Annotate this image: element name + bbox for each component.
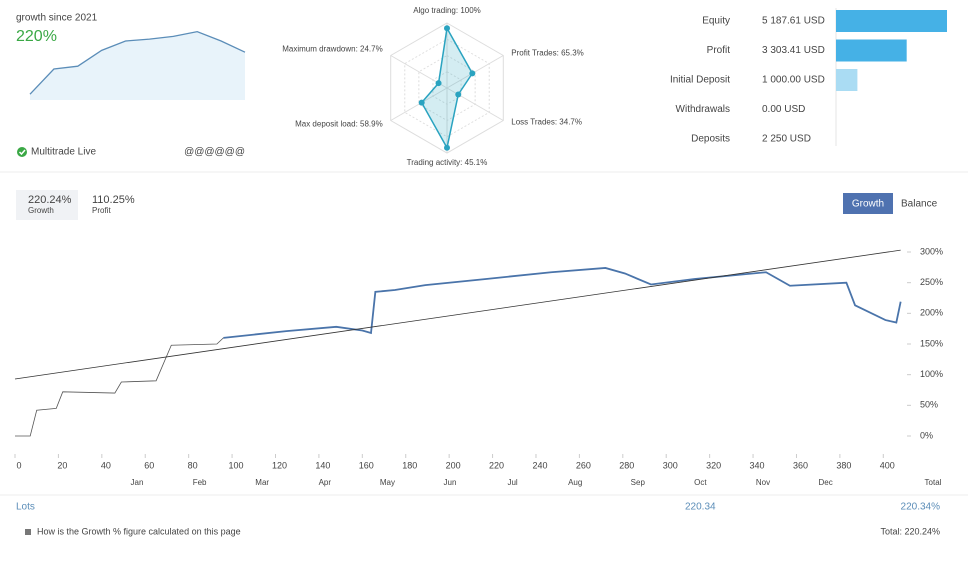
footer-cell: 220.34% [901, 502, 941, 513]
y-tick-label: 250% [920, 277, 943, 287]
radar-point [469, 70, 476, 77]
footer-cell: Lots [16, 502, 35, 513]
footer-note[interactable]: How is the Growth % figure calculated on… [37, 526, 241, 536]
x-tick-label: 320 [706, 460, 721, 470]
balance-value: 5 187.61 USD [762, 16, 825, 27]
check [18, 149, 26, 156]
x-tick-label: 240 [532, 460, 547, 470]
balance-bar [836, 39, 907, 62]
month-label: Nov [756, 478, 770, 487]
balance-label: Withdrawals [676, 104, 730, 115]
account-name: Multitrade Live [31, 147, 96, 158]
month-label: Oct [694, 478, 707, 487]
balance-bar [836, 10, 947, 32]
balance-value: 2 250 USD [762, 134, 811, 145]
radar-label: Profit Trades: 65.3% [511, 49, 583, 58]
x-tick-label: 0 [16, 460, 21, 470]
radar-point [444, 25, 450, 32]
x-tick-label: 160 [359, 460, 374, 470]
radar-shape [420, 25, 474, 150]
x-tick-label: 100 [229, 460, 244, 470]
line-series [15, 337, 224, 437]
month-label: Mar [255, 478, 269, 487]
x-tick-label: 20 [57, 460, 67, 470]
footer-total: Total: 220.24% [880, 526, 940, 536]
button-balance[interactable]: Balance [901, 199, 938, 210]
growth-label: growth since 2021 [16, 13, 98, 24]
radar-label: Loss Trades: 34.7% [511, 118, 582, 127]
tab-active[interactable] [16, 190, 78, 220]
sparkline-area [30, 31, 245, 101]
y-tick-label: 300% [920, 246, 943, 256]
sparkline [29, 30, 246, 95]
month-label: Total [925, 478, 942, 487]
account-handle: @@@@@@ [184, 147, 245, 158]
radar-point [418, 99, 425, 106]
tab-value[interactable]: 220.24% [28, 194, 72, 206]
x-tick-label: 40 [101, 460, 111, 470]
button-bg[interactable] [843, 193, 893, 214]
balance-label: Initial Deposit [670, 75, 730, 86]
month-label: Jul [507, 478, 517, 487]
x-tick-label: 280 [619, 460, 634, 470]
radar-label: Trading activity: 45.1% [407, 158, 488, 167]
month-label: May [380, 478, 395, 487]
radar-spoke [446, 55, 504, 89]
line-series [14, 249, 901, 380]
y-tick-label: 0% [920, 430, 933, 440]
balance-value: 0.00 USD [762, 104, 805, 115]
radar-label: Max deposit load: 58.9% [295, 120, 383, 129]
radar-point [455, 91, 462, 98]
x-tick-label: 340 [750, 460, 765, 470]
verified-icon [17, 147, 27, 157]
balance-value: 1 000.00 USD [762, 75, 825, 86]
x-tick-label: 300 [663, 460, 678, 470]
radar-label: Algo trading: 100% [413, 6, 481, 15]
x-tick-label: 200 [446, 460, 461, 470]
radar-label: Maximum drawdown: 24.7% [282, 45, 382, 54]
tab-label[interactable]: Profit [92, 206, 111, 215]
month-label: Jan [131, 478, 144, 487]
month-label: Apr [319, 478, 332, 487]
y-tick-label: 150% [920, 338, 943, 348]
month-label: Dec [818, 478, 832, 487]
y-tick-label: 50% [920, 400, 938, 410]
x-tick-label: 80 [188, 460, 198, 470]
x-tick-label: 380 [836, 460, 851, 470]
month-label: Sep [631, 478, 646, 487]
balance-label: Profit [707, 45, 731, 56]
footer-cell: 220.34 [685, 502, 716, 513]
x-tick-label: 60 [144, 460, 154, 470]
y-tick-label: 100% [920, 369, 943, 379]
info-icon [25, 529, 31, 535]
month-label: Aug [568, 478, 582, 487]
month-label: Jun [444, 478, 457, 487]
tab-value[interactable]: 110.25% [92, 194, 135, 206]
tab-label[interactable]: Growth [28, 206, 54, 215]
balance-label: Equity [702, 16, 730, 27]
growth-value: 220% [16, 28, 57, 45]
balance-label: Deposits [691, 134, 730, 145]
month-label: Feb [193, 478, 207, 487]
x-tick-label: 220 [489, 460, 504, 470]
balance-bar [836, 69, 858, 91]
balance-value: 3 303.41 USD [762, 45, 825, 56]
x-tick-label: 400 [880, 460, 895, 470]
x-tick-label: 180 [402, 460, 417, 470]
radar-point [444, 144, 450, 151]
x-tick-label: 260 [576, 460, 591, 470]
radar-point [435, 80, 442, 87]
radar-spoke [390, 87, 448, 121]
x-tick-label: 120 [272, 460, 287, 470]
y-tick-label: 200% [920, 308, 943, 318]
button-growth[interactable]: Growth [852, 199, 884, 210]
x-tick-label: 360 [793, 460, 808, 470]
x-tick-label: 140 [315, 460, 330, 470]
line-series [223, 267, 902, 339]
